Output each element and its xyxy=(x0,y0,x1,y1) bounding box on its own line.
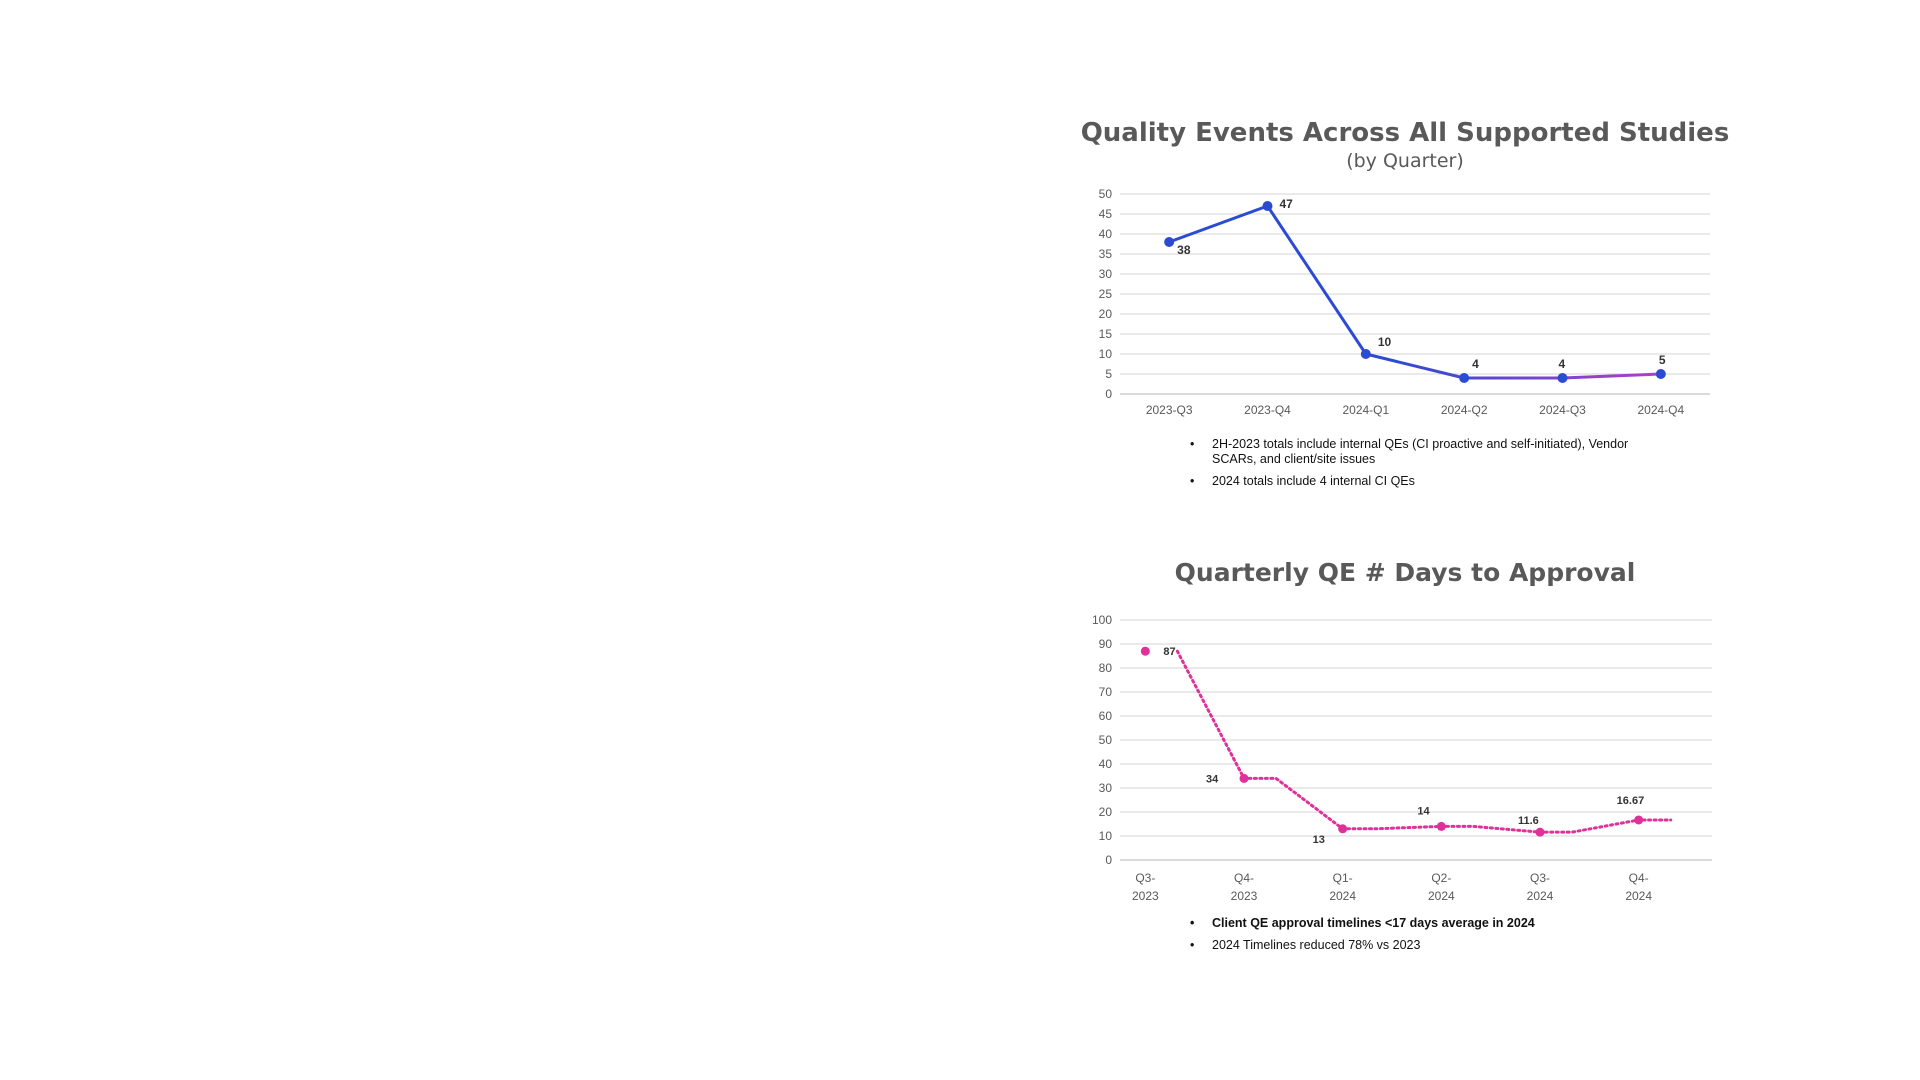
x-tick-label: 2024 xyxy=(1428,889,1455,903)
x-tick-label: Q1- xyxy=(1333,871,1353,885)
y-tick-label: 80 xyxy=(1099,661,1113,675)
x-tick-label: 2024-Q3 xyxy=(1539,403,1586,417)
days-to-approval-plot: 0 10 20 30 40 50 60 70 80 90 100 Q3- 2023 Q4- 2023 Q1- 2… xyxy=(1092,613,1712,903)
x-tick-label: 2024-Q1 xyxy=(1342,403,1389,417)
x-tick-label: Q3- xyxy=(1530,871,1550,885)
y-tick-label: 20 xyxy=(1099,805,1113,819)
data-point xyxy=(1535,827,1545,837)
data-point xyxy=(1164,237,1175,247)
y-tick-label: 50 xyxy=(1099,733,1113,747)
data-point xyxy=(1140,646,1150,656)
x-tick-label: 2023 xyxy=(1132,889,1159,903)
x-tick-label: Q2- xyxy=(1431,871,1451,885)
chart-title: Quarterly QE # Days to Approval xyxy=(1174,558,1636,587)
data-point xyxy=(1239,773,1249,783)
y-tick-label: 25 xyxy=(1099,287,1113,301)
y-tick-label: 35 xyxy=(1099,247,1113,261)
chart-subtitle: (by Quarter) xyxy=(1346,150,1464,172)
data-label: 4 xyxy=(1472,357,1479,371)
x-tick-label: 2023 xyxy=(1231,889,1258,903)
y-tick-label: 40 xyxy=(1099,227,1113,241)
y-tick-label: 10 xyxy=(1099,347,1113,361)
data-point xyxy=(1655,369,1666,379)
x-tick-label: 2023-Q4 xyxy=(1244,403,1291,417)
x-tick-label: 2024 xyxy=(1329,889,1356,903)
data-label: 87 xyxy=(1163,646,1175,658)
y-tick-label: 50 xyxy=(1099,187,1113,201)
y-tick-label: 30 xyxy=(1099,781,1113,795)
x-tick-label: Q4- xyxy=(1234,871,1254,885)
data-label: 14 xyxy=(1417,805,1430,817)
data-label: 16.67 xyxy=(1617,795,1645,807)
data-point xyxy=(1459,373,1470,383)
data-point xyxy=(1360,349,1371,359)
note-item: 2024 totals include 4 internal CI QEs xyxy=(1190,474,1660,489)
quality-events-chart: Quality Events Across All Supported Stud… xyxy=(1080,110,1730,510)
days-to-approval-chart: Quarterly QE # Days to Approval 0 10 20 30 4… xyxy=(1080,552,1730,972)
y-tick-label: 30 xyxy=(1099,267,1113,281)
note-item: 2024 Timelines reduced 78% vs 2023 xyxy=(1190,938,1660,953)
x-tick-label: 2024-Q2 xyxy=(1441,403,1488,417)
x-tick-label: 2024 xyxy=(1527,889,1554,903)
data-point xyxy=(1557,373,1568,383)
note-item: Client QE approval timelines <17 days av… xyxy=(1190,916,1660,931)
data-label: 10 xyxy=(1378,335,1392,349)
chart-title: Quality Events Across All Supported Stud… xyxy=(1080,118,1730,148)
x-tick-label: 2023-Q3 xyxy=(1146,403,1193,417)
data-point xyxy=(1436,821,1446,831)
data-label: 34 xyxy=(1206,773,1219,785)
y-tick-label: 70 xyxy=(1099,685,1113,699)
y-tick-label: 40 xyxy=(1099,757,1113,771)
chart-notes: Client QE approval timelines <17 days av… xyxy=(1190,916,1660,960)
data-point xyxy=(1262,201,1273,211)
x-tick-label: Q4- xyxy=(1629,871,1649,885)
y-tick-label: 90 xyxy=(1099,637,1113,651)
x-tick-label: 2024-Q4 xyxy=(1637,403,1684,417)
chart-notes: 2H-2023 totals include internal QEs (CI … xyxy=(1190,437,1660,496)
y-tick-label: 20 xyxy=(1099,307,1113,321)
data-point xyxy=(1634,815,1644,825)
x-tick-label: Q3- xyxy=(1135,871,1155,885)
y-tick-label: 10 xyxy=(1099,829,1113,843)
x-tick-label: 2024 xyxy=(1625,889,1652,903)
y-tick-label: 0 xyxy=(1105,853,1112,867)
data-label: 13 xyxy=(1313,834,1325,846)
y-tick-label: 100 xyxy=(1092,613,1112,627)
y-tick-label: 15 xyxy=(1099,327,1113,341)
y-tick-label: 0 xyxy=(1105,387,1112,401)
data-label: 4 xyxy=(1559,357,1566,371)
data-label: 38 xyxy=(1177,243,1191,257)
data-label: 5 xyxy=(1659,353,1666,367)
data-label: 11.6 xyxy=(1518,815,1539,827)
note-item: 2H-2023 totals include internal QEs (CI … xyxy=(1190,437,1660,467)
series-line xyxy=(1168,204,1661,380)
y-tick-label: 60 xyxy=(1099,709,1113,723)
y-tick-label: 45 xyxy=(1099,207,1113,221)
y-tick-label: 5 xyxy=(1105,367,1112,381)
data-point xyxy=(1338,824,1348,834)
data-label: 47 xyxy=(1280,197,1294,211)
